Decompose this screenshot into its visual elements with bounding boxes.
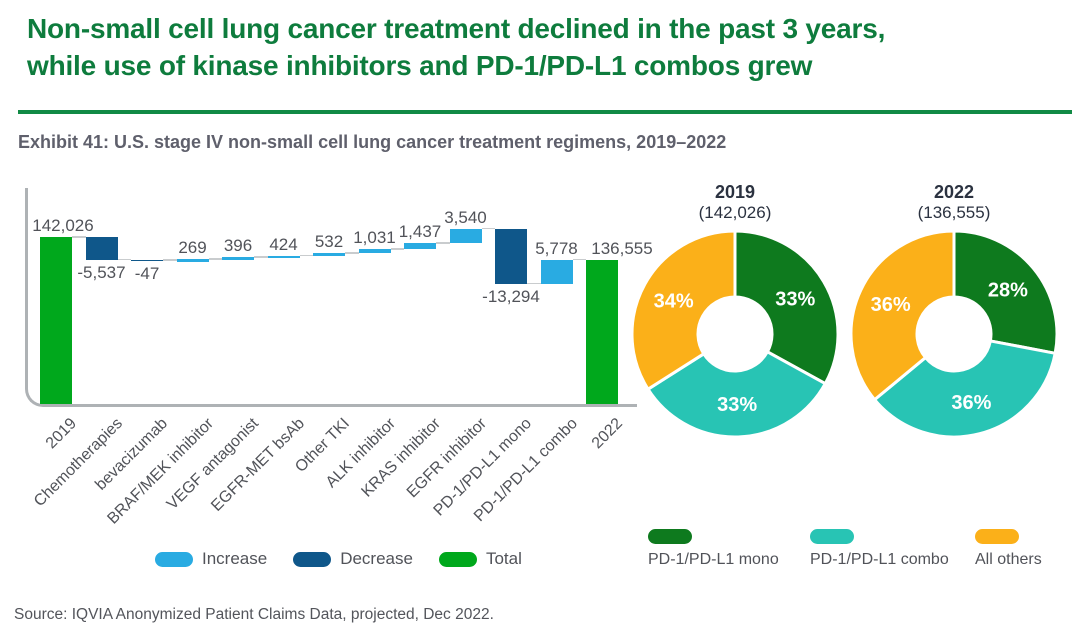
title-divider	[18, 110, 1072, 114]
donut-header-2022: 2022 (136,555)	[844, 182, 1064, 223]
waterfall-connector	[572, 258, 586, 261]
donut-legend-item-all-others: All others	[975, 529, 1042, 569]
donut-slice-2022-pd-1-pd-l1-combo	[873, 339, 1057, 439]
donut-slice-2022-pd-1-pd-l1-mono	[952, 229, 1059, 355]
waterfall-bar-chemotherapies	[85, 237, 118, 260]
waterfall-connector	[481, 227, 495, 229]
donut-title-2022: 2022	[933, 182, 975, 202]
donut-subtitle-2022: (136,555)	[917, 203, 991, 222]
waterfall-bar-egfr-inhibitor	[449, 228, 482, 244]
waterfall-connector	[436, 242, 450, 244]
waterfall-legend-label: Total	[485, 549, 522, 568]
waterfall-connector	[117, 258, 131, 261]
page-title-line-1: Non-small cell lung cancer treatment dec…	[27, 13, 886, 44]
waterfall-legend-label: Increase	[202, 549, 268, 568]
donut-percent-label: 33%	[717, 394, 757, 416]
waterfall-connector	[72, 236, 86, 238]
waterfall-legend: Increase Decrease Total	[155, 549, 522, 569]
donut-percent-label: 33%	[775, 288, 815, 310]
donut-legend-swatch-pd-1-pd-l1-combo	[810, 529, 854, 544]
donut-chart-2022: 28% 36% 36%	[849, 229, 1059, 439]
waterfall-value-label: -47	[134, 263, 160, 283]
waterfall-legend-item-decrease: Decrease	[293, 549, 413, 569]
donut-slice-2022-all-others	[849, 229, 956, 402]
waterfall-axes	[25, 188, 637, 407]
donut-legend-label: PD-1/PD-L1 combo	[810, 551, 949, 568]
waterfall-bar-alk-inhibitor	[358, 249, 391, 254]
waterfall-legend-item-increase: Increase	[155, 549, 267, 569]
waterfall-value-label: 136,555	[591, 238, 653, 258]
waterfall-bar-bevacizumab	[131, 259, 163, 261]
waterfall-bar-braf-mek-inhibitor	[176, 259, 209, 262]
waterfall-bar-2022	[586, 259, 618, 404]
waterfall-bar-vegf-antagonist	[222, 257, 254, 261]
waterfall-bar-pd-1-pd-l1-mono	[495, 228, 527, 284]
waterfall-legend-item-total: Total	[438, 549, 522, 569]
waterfall-value-label: 3,540	[444, 207, 487, 227]
donut-legend-label: PD-1/PD-L1 mono	[648, 551, 779, 568]
waterfall-connector	[208, 258, 222, 260]
donut-slice-2019-pd-1-pd-l1-combo	[646, 350, 827, 439]
donut-header-2019: 2019 (142,026)	[625, 182, 845, 223]
waterfall-value-label: 532	[314, 232, 344, 252]
donut-legend-swatch-all-others	[975, 529, 1019, 544]
waterfall-connector	[299, 254, 313, 257]
donut-chart-2019: 33% 33% 34%	[630, 229, 840, 439]
donut-percent-label: 36%	[871, 294, 911, 316]
donut-legend-item-pd-1-pd-l1-combo: PD-1/PD-L1 combo	[810, 529, 949, 569]
waterfall-value-label: -13,294	[482, 286, 540, 306]
donut-percent-label: 34%	[654, 290, 694, 312]
legend-swatch-decrease	[293, 551, 332, 567]
waterfall-value-label: 269	[178, 238, 207, 258]
waterfall-connector	[390, 248, 404, 250]
donut-subtitle-2019: (142,026)	[698, 203, 772, 222]
waterfall-value-label: -5,537	[77, 262, 126, 282]
waterfall-connector	[527, 282, 541, 285]
waterfall-value-label: 1,437	[398, 222, 442, 242]
source-note: Source: IQVIA Anonymized Patient Claims …	[14, 606, 494, 623]
legend-swatch-increase	[155, 551, 193, 567]
waterfall-bar-pd-1-pd-l1-combo	[540, 259, 573, 284]
waterfall-bar-2019	[40, 237, 72, 404]
waterfall-connector	[163, 259, 177, 261]
waterfall-connector	[254, 256, 268, 258]
waterfall-value-label: 424	[269, 234, 298, 254]
donut-legend-swatch-pd-1-pd-l1-mono	[648, 529, 692, 544]
legend-swatch-total	[438, 551, 477, 567]
waterfall-bar-egfr-met-bsab	[267, 255, 300, 259]
donut-legend-label: All others	[975, 551, 1042, 568]
exhibit-caption: Exhibit 41: U.S. stage IV non-small cell…	[18, 132, 727, 152]
waterfall-value-label: 1,031	[353, 228, 396, 248]
waterfall-value-label: 142,026	[32, 216, 94, 235]
donut-legend-item-pd-1-pd-l1-mono: PD-1/PD-L1 mono	[648, 529, 779, 569]
donut-title-2019: 2019	[714, 182, 756, 202]
donut-percent-label: 28%	[988, 279, 1028, 301]
donut-slice-2019-all-others	[630, 229, 737, 391]
donut-slice-2019-pd-1-pd-l1-mono	[733, 229, 840, 386]
waterfall-legend-label: Decrease	[340, 549, 413, 568]
donut-percent-label: 36%	[951, 392, 991, 414]
waterfall-value-label: 5,778	[535, 238, 578, 258]
waterfall-bar-other-tki	[313, 253, 345, 257]
waterfall-value-label: 396	[223, 236, 253, 256]
waterfall-connector	[345, 252, 359, 254]
page-title-line-2: while use of kinase inhibitors and PD-1/…	[27, 50, 813, 81]
waterfall-bar-kras-inhibitor	[404, 243, 436, 250]
page-title: Non-small cell lung cancer treatment dec…	[27, 10, 1067, 84]
